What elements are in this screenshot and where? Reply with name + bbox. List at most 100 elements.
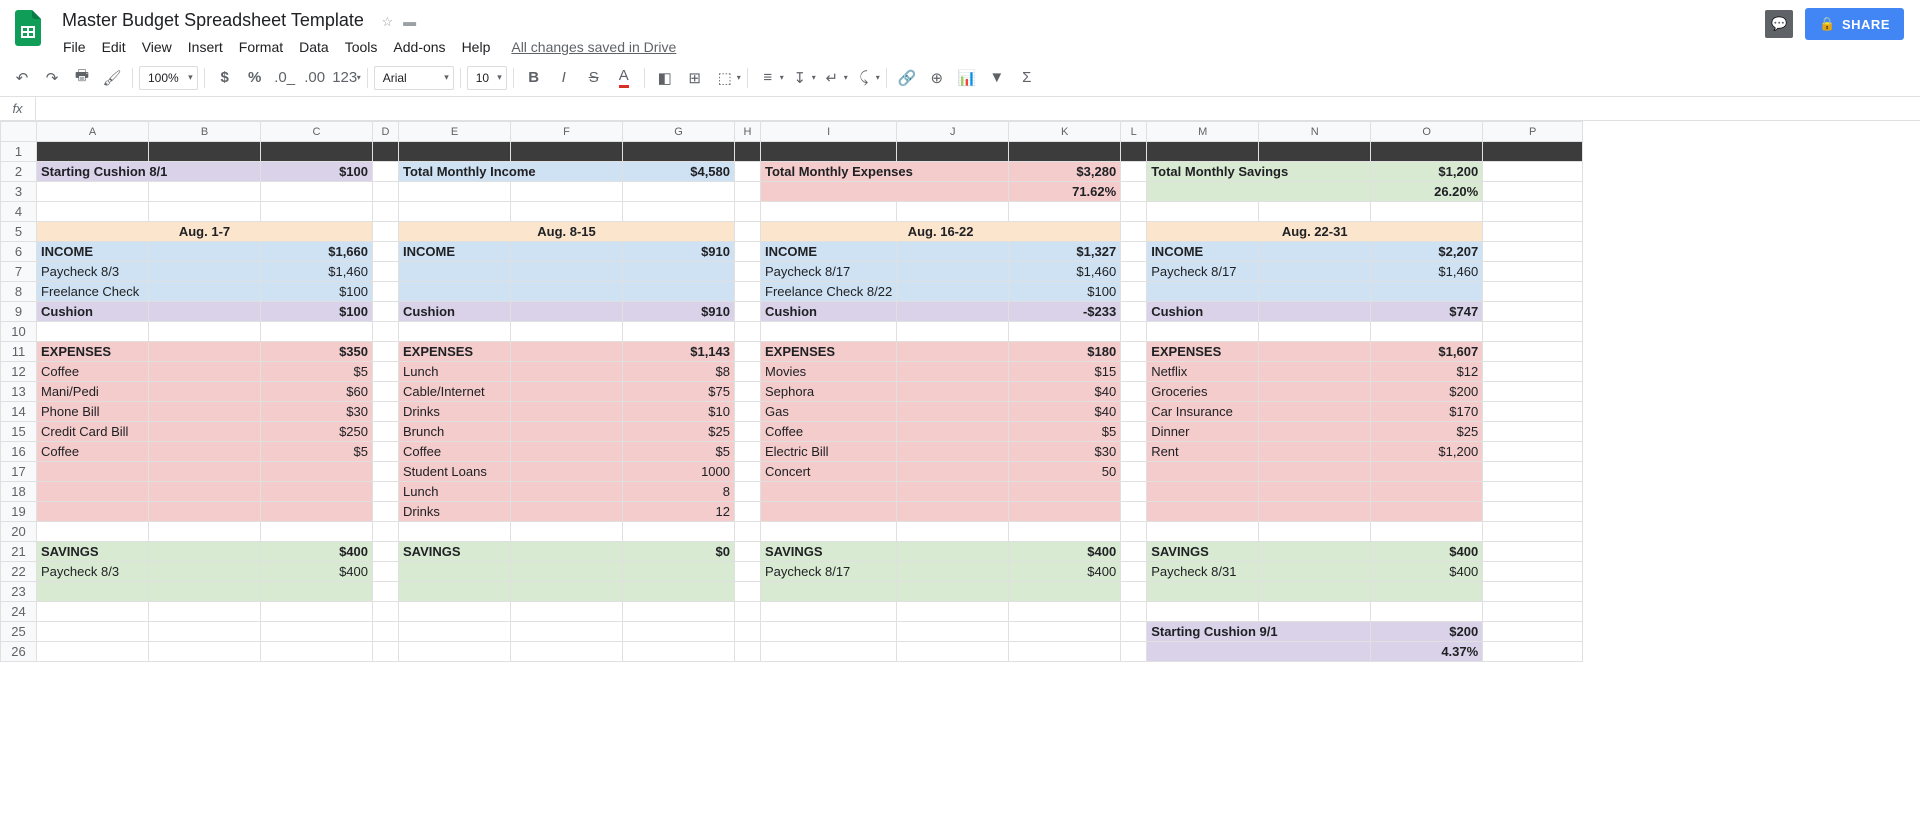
- cell-P12[interactable]: [1483, 362, 1583, 382]
- menu-help[interactable]: Help: [455, 35, 498, 59]
- row-header-16[interactable]: 16: [1, 442, 37, 462]
- cell-C11[interactable]: $350: [261, 342, 373, 362]
- row-header-8[interactable]: 8: [1, 282, 37, 302]
- cell-E20[interactable]: [399, 522, 511, 542]
- row-header-15[interactable]: 15: [1, 422, 37, 442]
- percent-icon[interactable]: %: [241, 64, 269, 92]
- cell-E24[interactable]: [399, 602, 511, 622]
- cell-L6[interactable]: [1121, 242, 1147, 262]
- cell-N14[interactable]: [1259, 402, 1371, 422]
- cell-B12[interactable]: [149, 362, 261, 382]
- row-header-9[interactable]: 9: [1, 302, 37, 322]
- cell-B11[interactable]: [149, 342, 261, 362]
- cell-P11[interactable]: [1483, 342, 1583, 362]
- cell-J22[interactable]: [897, 562, 1009, 582]
- cell-M21[interactable]: SAVINGS: [1147, 542, 1259, 562]
- cell-J4[interactable]: [897, 202, 1009, 222]
- cell-A13[interactable]: Mani/Pedi: [37, 382, 149, 402]
- cell-N15[interactable]: [1259, 422, 1371, 442]
- col-header-P[interactable]: P: [1483, 122, 1583, 142]
- cell-E4[interactable]: [399, 202, 511, 222]
- cell-C23[interactable]: [261, 582, 373, 602]
- cell-E8[interactable]: [399, 282, 511, 302]
- col-header-J[interactable]: J: [897, 122, 1009, 142]
- share-button[interactable]: 🔒 SHARE: [1805, 8, 1904, 40]
- cell-K17[interactable]: 50: [1009, 462, 1121, 482]
- cell-H6[interactable]: [735, 242, 761, 262]
- cell-H20[interactable]: [735, 522, 761, 542]
- cell-P7[interactable]: [1483, 262, 1583, 282]
- cell-H4[interactable]: [735, 202, 761, 222]
- cell-L9[interactable]: [1121, 302, 1147, 322]
- cell-L21[interactable]: [1121, 542, 1147, 562]
- cell-J23[interactable]: [897, 582, 1009, 602]
- cell-G26[interactable]: [623, 642, 735, 662]
- cell-F11[interactable]: [511, 342, 623, 362]
- cell-I15[interactable]: Coffee: [761, 422, 897, 442]
- cell-G21[interactable]: $0: [623, 542, 735, 562]
- row-header-12[interactable]: 12: [1, 362, 37, 382]
- sheets-logo[interactable]: [8, 8, 48, 48]
- cell-L24[interactable]: [1121, 602, 1147, 622]
- cell-E10[interactable]: [399, 322, 511, 342]
- cell-C10[interactable]: [261, 322, 373, 342]
- cell-O22[interactable]: $400: [1371, 562, 1483, 582]
- cell-A19[interactable]: [37, 502, 149, 522]
- cell-B10[interactable]: [149, 322, 261, 342]
- cell-M19[interactable]: [1147, 502, 1259, 522]
- cell-L3[interactable]: [1121, 182, 1147, 202]
- cell-N10[interactable]: [1259, 322, 1371, 342]
- cell-A23[interactable]: [37, 582, 149, 602]
- cell-C3[interactable]: [261, 182, 373, 202]
- row-header-6[interactable]: 6: [1, 242, 37, 262]
- cell-H12[interactable]: [735, 362, 761, 382]
- cell-G4[interactable]: [623, 202, 735, 222]
- cell-H16[interactable]: [735, 442, 761, 462]
- row-header-7[interactable]: 7: [1, 262, 37, 282]
- cell-M3[interactable]: [1147, 182, 1371, 202]
- cell-G17[interactable]: 1000: [623, 462, 735, 482]
- cell-D8[interactable]: [373, 282, 399, 302]
- cell-K6[interactable]: $1,327: [1009, 242, 1121, 262]
- cell-D20[interactable]: [373, 522, 399, 542]
- cell-L12[interactable]: [1121, 362, 1147, 382]
- cell-F13[interactable]: [511, 382, 623, 402]
- functions-icon[interactable]: Σ: [1013, 64, 1041, 92]
- menu-file[interactable]: File: [56, 35, 93, 59]
- font-size-select[interactable]: 10: [467, 66, 507, 90]
- cell-O16[interactable]: $1,200: [1371, 442, 1483, 462]
- cell-I6[interactable]: INCOME: [761, 242, 897, 262]
- cell-O13[interactable]: $200: [1371, 382, 1483, 402]
- cell-K7[interactable]: $1,460: [1009, 262, 1121, 282]
- cell-O8[interactable]: [1371, 282, 1483, 302]
- cell-F19[interactable]: [511, 502, 623, 522]
- cell-H19[interactable]: [735, 502, 761, 522]
- rotate-icon[interactable]: ⤹: [850, 64, 878, 92]
- cell-P17[interactable]: [1483, 462, 1583, 482]
- cell-H14[interactable]: [735, 402, 761, 422]
- cell-A6[interactable]: INCOME: [37, 242, 149, 262]
- col-header-M[interactable]: M: [1147, 122, 1259, 142]
- cell-H8[interactable]: [735, 282, 761, 302]
- cell-E7[interactable]: [399, 262, 511, 282]
- cell-J7[interactable]: [897, 262, 1009, 282]
- cell-J6[interactable]: [897, 242, 1009, 262]
- cell-B21[interactable]: [149, 542, 261, 562]
- spreadsheet-table[interactable]: ABCDEFGHIJKLMNOP 12Starting Cushion 8/1$…: [0, 121, 1583, 662]
- cell-N18[interactable]: [1259, 482, 1371, 502]
- cell-E23[interactable]: [399, 582, 511, 602]
- cell-F24[interactable]: [511, 602, 623, 622]
- cell-O6[interactable]: $2,207: [1371, 242, 1483, 262]
- col-header-O[interactable]: O: [1371, 122, 1483, 142]
- cell-G15[interactable]: $25: [623, 422, 735, 442]
- cell-C2[interactable]: $100: [261, 162, 373, 182]
- cell-C1[interactable]: [261, 142, 373, 162]
- cell-H21[interactable]: [735, 542, 761, 562]
- cell-D13[interactable]: [373, 382, 399, 402]
- cell-E14[interactable]: Drinks: [399, 402, 511, 422]
- comments-icon[interactable]: 💬: [1765, 10, 1793, 38]
- cell-O23[interactable]: [1371, 582, 1483, 602]
- cell-L18[interactable]: [1121, 482, 1147, 502]
- cell-I22[interactable]: Paycheck 8/17: [761, 562, 897, 582]
- cell-D17[interactable]: [373, 462, 399, 482]
